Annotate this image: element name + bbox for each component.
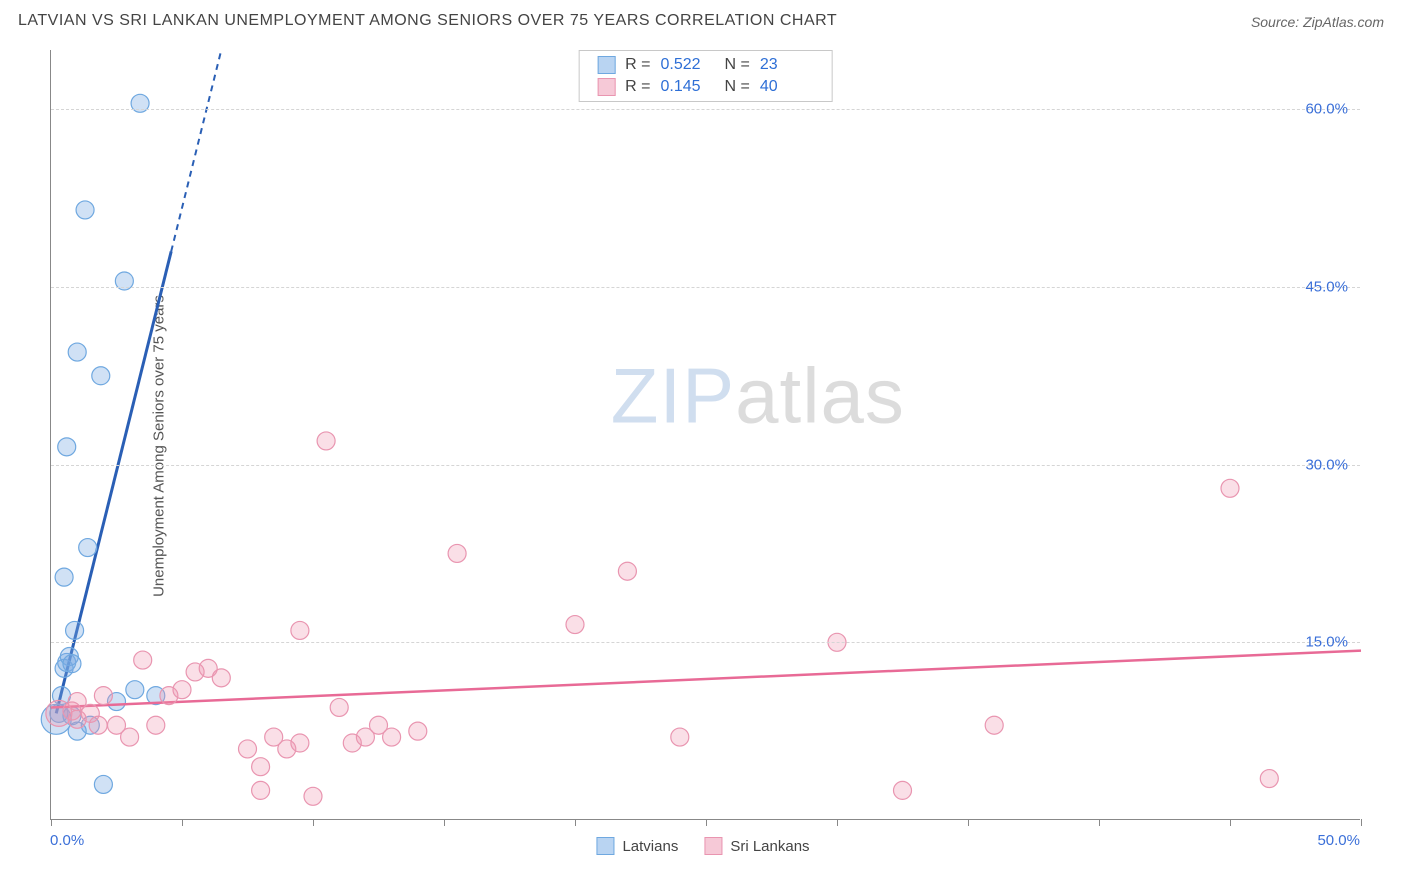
x-tick (444, 819, 445, 826)
data-point (212, 669, 230, 687)
stat-n-value: 40 (760, 78, 814, 96)
x-tick-label: 0.0% (50, 832, 84, 849)
y-tick-label: 45.0% (1305, 278, 1348, 295)
legend-swatch (597, 78, 615, 96)
data-point (671, 728, 689, 746)
data-point (94, 687, 112, 705)
legend-swatch (596, 837, 614, 855)
stat-n-label: N = (725, 78, 750, 96)
data-point (409, 722, 427, 740)
x-tick (1099, 819, 1100, 826)
data-point (239, 740, 257, 758)
data-point (58, 438, 76, 456)
gridline (51, 642, 1360, 643)
x-tick (182, 819, 183, 826)
legend-label: Sri Lankans (730, 838, 809, 855)
stats-row: R = 0.145 N = 40 (579, 76, 832, 98)
data-point (291, 734, 309, 752)
data-point (147, 716, 165, 734)
legend-swatch (704, 837, 722, 855)
data-point (134, 651, 152, 669)
stat-n-value: 23 (760, 56, 814, 74)
gridline (51, 109, 1360, 110)
data-point (291, 621, 309, 639)
data-point (618, 562, 636, 580)
legend-swatch (597, 56, 615, 74)
data-point (79, 539, 97, 557)
data-point (566, 616, 584, 634)
x-tick (313, 819, 314, 826)
data-point (894, 781, 912, 799)
data-point (63, 655, 81, 673)
data-point (330, 698, 348, 716)
stats-row: R = 0.522 N = 23 (579, 54, 832, 76)
chart-title: LATVIAN VS SRI LANKAN UNEMPLOYMENT AMONG… (18, 12, 837, 30)
data-point (448, 544, 466, 562)
data-point (304, 787, 322, 805)
data-point (1221, 479, 1239, 497)
gridline (51, 465, 1360, 466)
data-point (76, 201, 94, 219)
y-tick-label: 30.0% (1305, 456, 1348, 473)
source-prefix: Source: (1251, 14, 1303, 30)
chart-svg (51, 50, 1360, 819)
x-tick (706, 819, 707, 826)
stat-r-value: 0.522 (661, 56, 715, 74)
trend-line-dashed (171, 50, 221, 251)
data-point (121, 728, 139, 746)
data-point (383, 728, 401, 746)
y-tick-label: 15.0% (1305, 634, 1348, 651)
x-tick (837, 819, 838, 826)
stats-legend: R = 0.522 N = 23 R = 0.145 N = 40 (578, 50, 833, 102)
data-point (89, 716, 107, 734)
legend-item: Latvians (596, 837, 678, 855)
data-point (92, 367, 110, 385)
data-point (68, 693, 86, 711)
series-legend: Latvians Sri Lankans (596, 837, 809, 855)
legend-label: Latvians (622, 838, 678, 855)
data-point (68, 343, 86, 361)
data-point (252, 781, 270, 799)
source-attribution: Source: ZipAtlas.com (1251, 14, 1384, 30)
trend-line (56, 251, 171, 713)
x-tick (575, 819, 576, 826)
y-tick-label: 60.0% (1305, 101, 1348, 118)
data-point (126, 681, 144, 699)
stat-r-label: R = (625, 56, 650, 74)
data-point (66, 621, 84, 639)
stat-r-label: R = (625, 78, 650, 96)
data-point (985, 716, 1003, 734)
x-tick (1361, 819, 1362, 826)
x-tick (1230, 819, 1231, 826)
data-point (317, 432, 335, 450)
plot-area: ZIPatlas R =0.522N =23R =0.145N =40 15.0… (50, 50, 1360, 820)
legend-item: Sri Lankans (704, 837, 809, 855)
data-point (1260, 770, 1278, 788)
x-tick (51, 819, 52, 826)
gridline (51, 287, 1360, 288)
stat-r-value: 0.145 (661, 78, 715, 96)
trend-line (51, 651, 1361, 708)
source-name: ZipAtlas.com (1303, 14, 1384, 30)
x-tick (968, 819, 969, 826)
x-tick-label: 50.0% (1317, 832, 1360, 849)
data-point (55, 568, 73, 586)
data-point (94, 775, 112, 793)
data-point (173, 681, 191, 699)
stat-n-label: N = (725, 56, 750, 74)
data-point (252, 758, 270, 776)
